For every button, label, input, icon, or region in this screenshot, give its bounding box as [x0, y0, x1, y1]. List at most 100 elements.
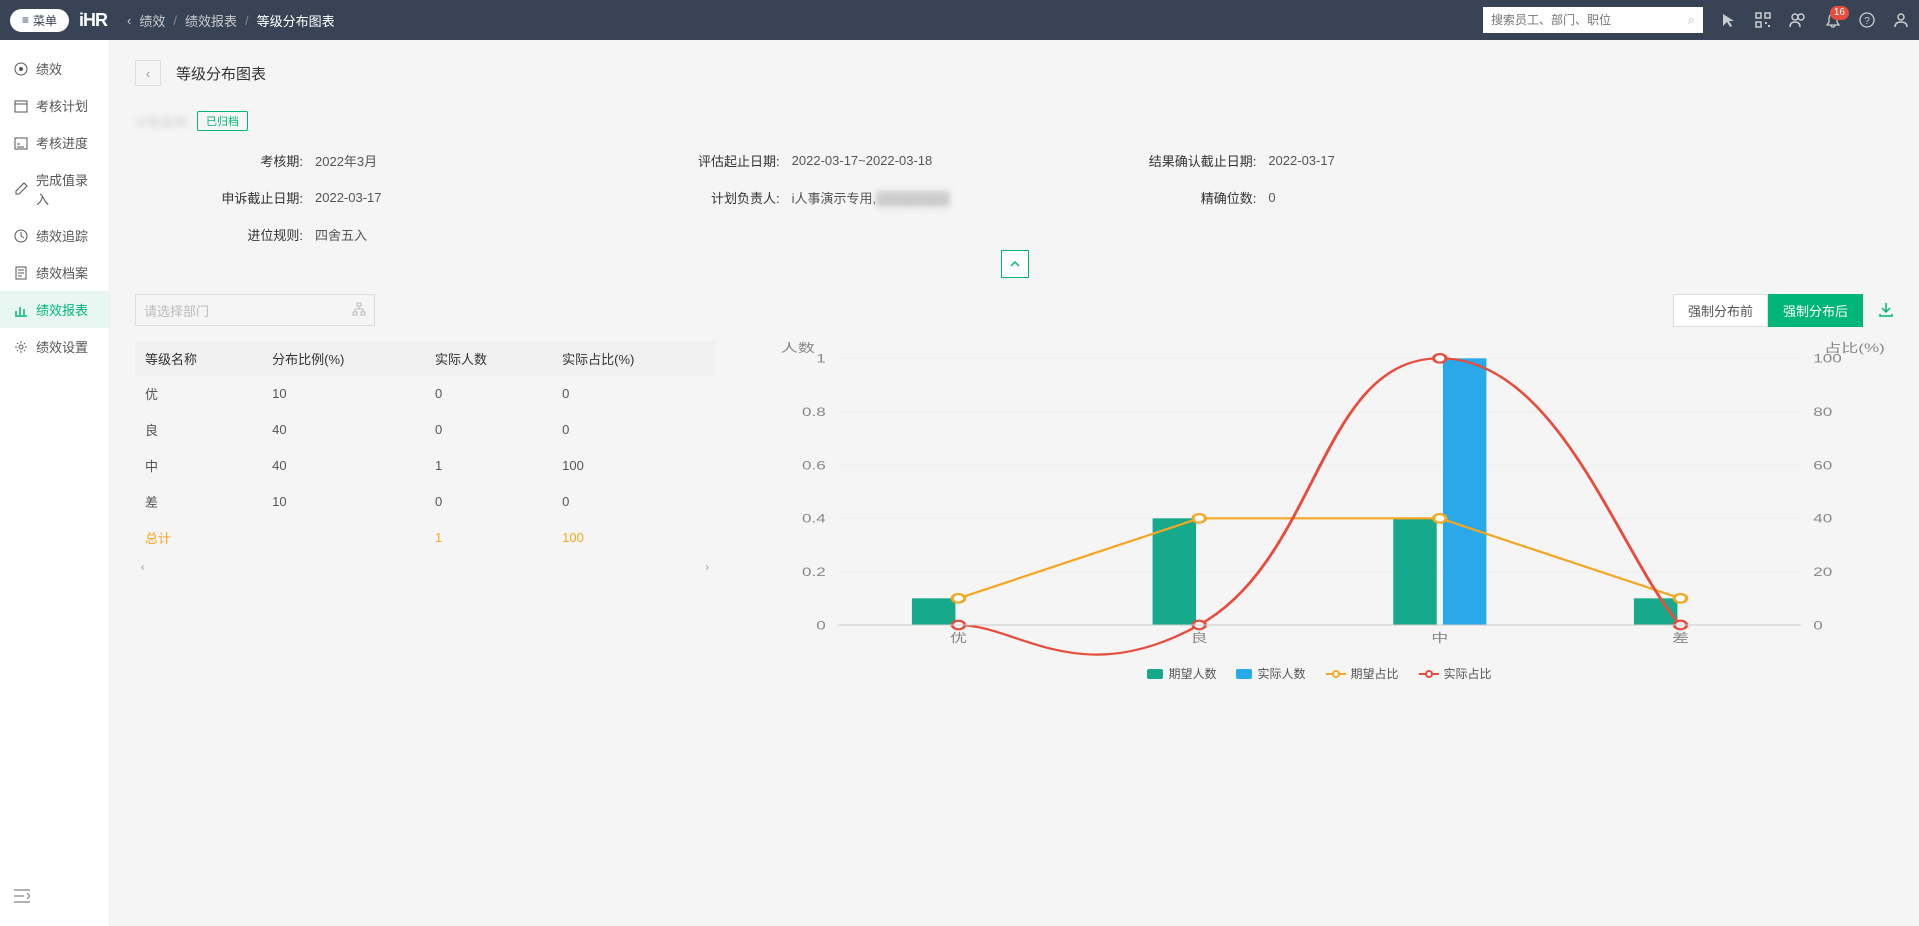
svg-text:0: 0	[816, 620, 826, 633]
table-cell: 100	[552, 520, 715, 556]
info-label: 计划负责人:	[612, 188, 792, 207]
table-cell: 1	[425, 520, 552, 556]
scroll-left-icon[interactable]: ‹	[141, 562, 144, 573]
users-icon[interactable]	[1789, 12, 1807, 28]
svg-text:0.6: 0.6	[802, 460, 826, 473]
menu-label: 菜单	[33, 12, 57, 29]
svg-text:0.4: 0.4	[802, 513, 826, 526]
collapse-info-button[interactable]	[1001, 250, 1029, 278]
qrcode-icon[interactable]	[1755, 12, 1771, 28]
table-cell: 10	[262, 484, 425, 520]
sidebar-item-calendar[interactable]: 考核计划	[0, 87, 109, 124]
table-cell: 10	[262, 376, 425, 412]
table-cell: 优	[135, 376, 262, 412]
svg-text:0.8: 0.8	[802, 406, 826, 419]
sidebar-item-target[interactable]: 绩效	[0, 50, 109, 87]
table-row: 中401100	[135, 448, 715, 484]
distribution-chart: 00.20.40.60.81020406080100人数占比(%)优良中差	[745, 337, 1894, 657]
calendar-icon	[14, 99, 28, 113]
table-cell: 0	[425, 484, 552, 520]
search-input[interactable]: ⌕	[1483, 7, 1703, 33]
table-header: 分布比例(%)	[262, 341, 425, 376]
sidebar-item-archive[interactable]: 绩效档案	[0, 254, 109, 291]
info-value: i人事演示专用,████████	[792, 188, 950, 207]
svg-text:60: 60	[1813, 460, 1832, 473]
page-title: 等级分布图表	[176, 63, 266, 84]
scroll-right-icon[interactable]: ›	[706, 562, 709, 573]
table-scrollbar[interactable]: ‹ ›	[135, 558, 715, 576]
chart-legend: 期望人数实际人数期望占比实际占比	[745, 665, 1894, 682]
archived-tag: 已归档	[197, 111, 248, 131]
cursor-icon[interactable]	[1721, 12, 1737, 28]
target-icon	[14, 62, 28, 76]
plan-name: 计划名称	[135, 112, 187, 131]
sidebar: 绩效考核计划考核进度完成值录入绩效追踪绩效档案绩效报表绩效设置	[0, 40, 110, 926]
after-distribution-button[interactable]: 强制分布后	[1768, 294, 1863, 327]
info-label: 精确位数:	[1088, 188, 1268, 207]
main-content: ‹ 等级分布图表 计划名称 已归档 考核期:2022年3月评估起止日期:2022…	[110, 40, 1919, 926]
table-row: 良4000	[135, 412, 715, 448]
back-button[interactable]: ‹	[135, 60, 161, 86]
info-label: 申诉截止日期:	[135, 188, 315, 207]
svg-text:人数: 人数	[781, 342, 816, 356]
info-value: 2022-03-17~2022-03-18	[792, 153, 933, 168]
sidebar-item-label: 绩效	[36, 59, 62, 78]
info-row: 计划负责人:i人事演示专用,████████	[612, 188, 1059, 207]
sidebar-item-track[interactable]: 绩效追踪	[0, 217, 109, 254]
table-cell: 良	[135, 412, 262, 448]
svg-text:优: 优	[950, 632, 967, 646]
sidebar-item-edit[interactable]: 完成值录入	[0, 161, 109, 217]
sidebar-item-label: 考核进度	[36, 133, 88, 152]
before-distribution-button[interactable]: 强制分布前	[1673, 294, 1768, 327]
table-cell: 100	[552, 448, 715, 484]
sidebar-item-settings[interactable]: 绩效设置	[0, 328, 109, 365]
table-cell: 中	[135, 448, 262, 484]
table-cell: 0	[425, 376, 552, 412]
search-field[interactable]	[1491, 13, 1688, 27]
info-value: 2022-03-17	[315, 190, 382, 205]
svg-text:占比(%): 占比(%)	[1824, 342, 1885, 356]
org-tree-icon	[352, 302, 366, 319]
edit-icon	[14, 182, 28, 196]
menu-button[interactable]: ≡ 菜单	[10, 9, 69, 32]
table-cell: 40	[262, 448, 425, 484]
info-row: 评估起止日期:2022-03-17~2022-03-18	[612, 151, 1059, 170]
chevron-left-icon[interactable]: ‹	[127, 13, 131, 28]
sidebar-item-label: 绩效追踪	[36, 226, 88, 245]
table-cell: 0	[552, 376, 715, 412]
sidebar-item-label: 绩效设置	[36, 337, 88, 356]
logo: iHR	[79, 10, 107, 31]
legend-item: 期望人数	[1147, 665, 1216, 682]
svg-text:80: 80	[1813, 406, 1832, 419]
breadcrumb-item[interactable]: 绩效报表	[185, 11, 237, 30]
department-select[interactable]: 请选择部门	[135, 294, 375, 326]
info-row: 结果确认截止日期:2022-03-17	[1088, 151, 1535, 170]
info-label: 评估起止日期:	[612, 151, 792, 170]
svg-text:良: 良	[1191, 632, 1208, 646]
sidebar-item-progress[interactable]: 考核进度	[0, 124, 109, 161]
distribution-table: 等级名称分布比例(%)实际人数实际占比(%) 优1000良4000中401100…	[135, 341, 715, 556]
search-icon[interactable]: ⌕	[1688, 12, 1695, 28]
table-cell: 0	[425, 412, 552, 448]
breadcrumb-item[interactable]: 绩效	[139, 11, 165, 30]
table-total-row: 总计 1100	[135, 520, 715, 556]
settings-icon	[14, 340, 28, 354]
sidebar-item-chart[interactable]: 绩效报表	[0, 291, 109, 328]
info-value: 0	[1268, 190, 1275, 205]
user-icon[interactable]	[1893, 12, 1909, 28]
info-label: 进位规则:	[135, 225, 315, 244]
archive-icon	[14, 266, 28, 280]
table-header: 等级名称	[135, 341, 262, 376]
bell-icon[interactable]: 16	[1825, 12, 1841, 28]
track-icon	[14, 229, 28, 243]
table-cell: 总计	[135, 520, 262, 556]
sidebar-item-label: 绩效档案	[36, 263, 88, 282]
info-label: 考核期:	[135, 151, 315, 170]
help-icon[interactable]: ?	[1859, 12, 1875, 28]
svg-text:0: 0	[1813, 620, 1823, 633]
menu-icon: ≡	[22, 13, 29, 27]
chart-icon	[14, 303, 28, 317]
sidebar-collapse-button[interactable]	[14, 889, 30, 906]
download-icon[interactable]	[1878, 301, 1894, 320]
table-row: 优1000	[135, 376, 715, 412]
